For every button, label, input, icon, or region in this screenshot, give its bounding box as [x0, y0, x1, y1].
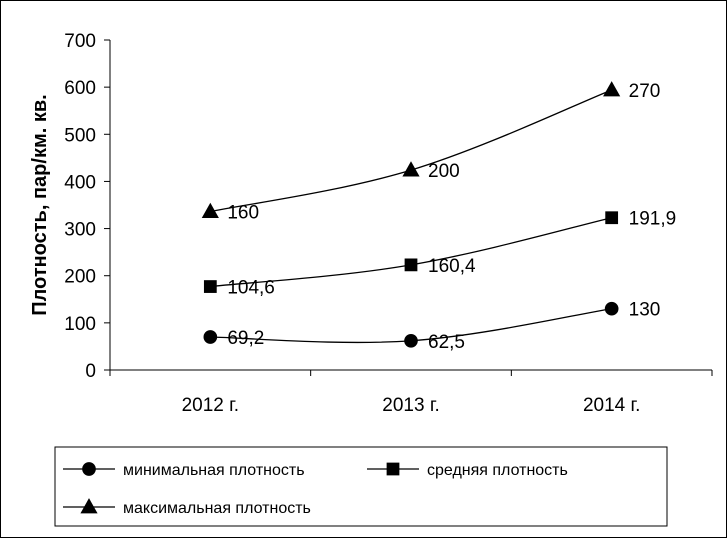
- data-point-square: [605, 211, 619, 225]
- data-point-circle: [203, 330, 218, 344]
- data-point-circle: [604, 301, 619, 316]
- legend-label: максимальная плотность: [123, 500, 311, 517]
- data-label: 160: [227, 203, 259, 224]
- data-point-square: [203, 280, 217, 293]
- legend-marker-circle: [82, 462, 96, 476]
- y-tick-label: 600: [64, 78, 96, 99]
- data-point-triangle: [603, 81, 621, 97]
- data-label: 160,4: [428, 256, 476, 277]
- data-label: 200: [428, 161, 460, 182]
- data-label: 69,2: [227, 328, 264, 349]
- series-line-triangle: [210, 89, 612, 213]
- data-label: 191,9: [629, 209, 677, 230]
- y-tick-label: 100: [64, 314, 96, 335]
- y-tick-label: 300: [64, 220, 96, 241]
- x-tick-label: 2014 г.: [583, 395, 640, 416]
- data-label: 104,6: [227, 278, 275, 299]
- y-tick-label: 0: [85, 361, 96, 382]
- x-tick-label: 2013 г.: [382, 395, 439, 416]
- data-point-square: [404, 258, 418, 272]
- data-label: 130: [629, 300, 661, 321]
- y-tick-label: 700: [64, 31, 96, 52]
- x-axis-ticks: 2012 г. 2013 г. 2014 г.: [109, 370, 713, 416]
- legend: минимальная плотность средняя плотность ма…: [54, 446, 668, 527]
- series-line-square: [210, 217, 612, 288]
- legend-label: средняя плотность: [427, 462, 568, 479]
- legend-items: минимальная плотность средняя плотность ма…: [63, 462, 568, 517]
- legend-marker-triangle: [80, 498, 98, 514]
- legend-label: минимальная плотность: [123, 462, 305, 479]
- y-tick-label: 200: [64, 267, 96, 288]
- y-tick-label: 400: [64, 172, 96, 193]
- legend-marker-square: [386, 462, 400, 476]
- data-point-triangle: [201, 202, 219, 219]
- series-layer: 69,2 62,5 130 104,6 160,4 191,9 160 200 270: [201, 81, 677, 353]
- y-tick-label: 500: [64, 125, 96, 146]
- data-label: 62,5: [428, 332, 465, 353]
- data-label: 270: [629, 81, 661, 102]
- data-point-triangle: [402, 161, 420, 177]
- x-tick-label: 2012 г.: [182, 395, 239, 416]
- data-point-circle: [404, 333, 418, 348]
- y-axis-ticks: 0 100 200 300 400 500 600 700: [64, 31, 110, 382]
- legend-box: [54, 446, 668, 527]
- y-axis-label: Плотность, пар/км. кв.: [29, 94, 51, 315]
